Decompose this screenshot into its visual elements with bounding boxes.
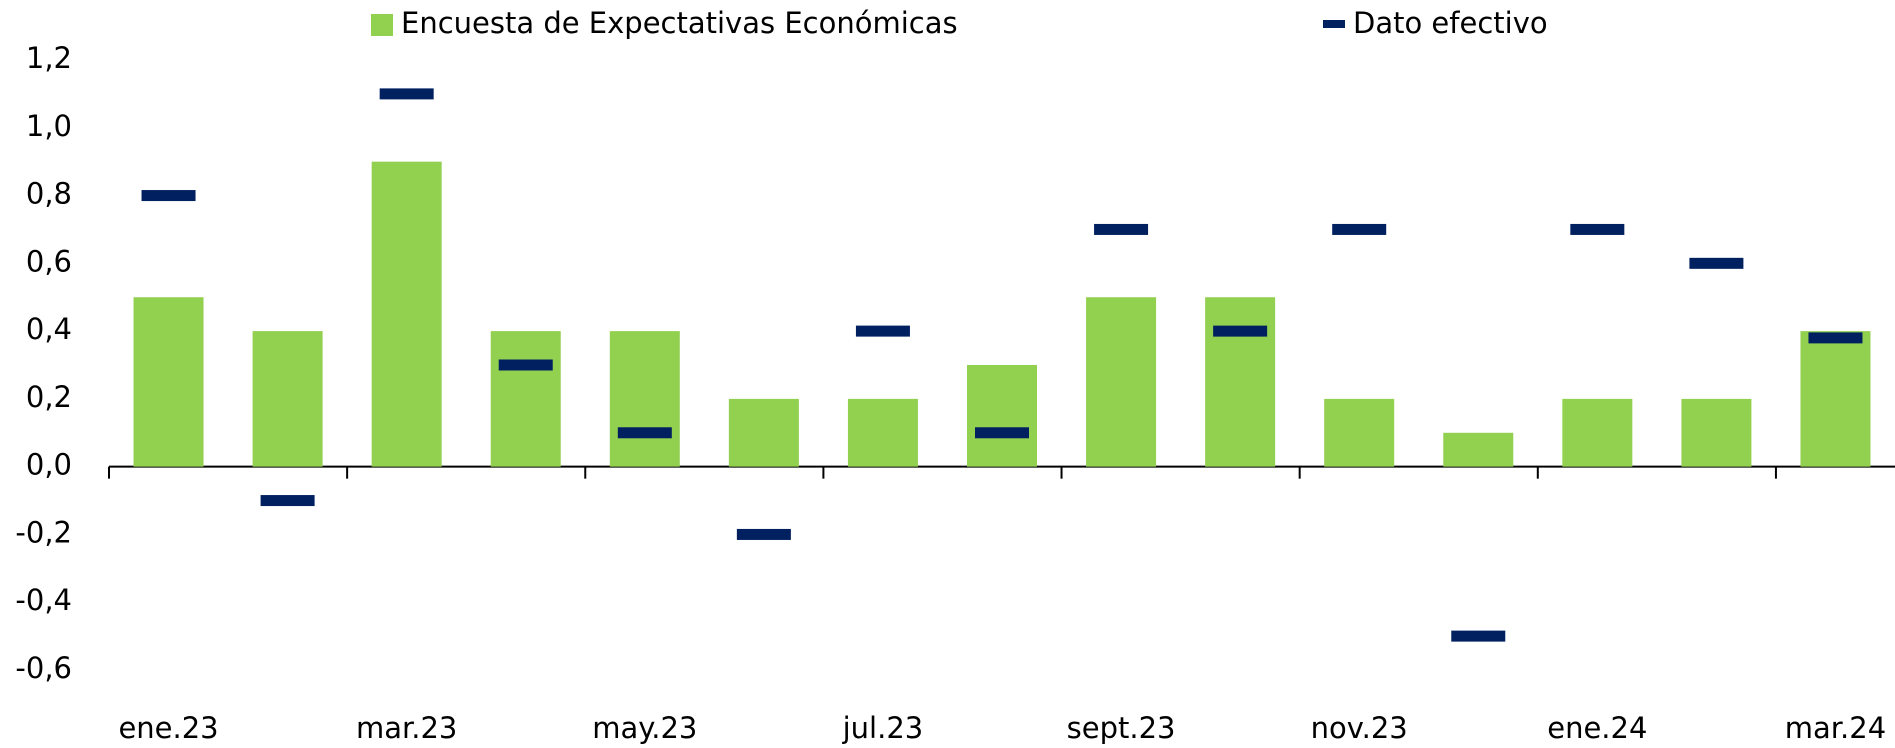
marker [617, 427, 672, 439]
y-tick-label: 0,2 [26, 380, 72, 414]
marker [855, 325, 910, 337]
y-tick-label: -0,6 [15, 651, 72, 685]
x-tick-label: may.23 [592, 711, 697, 745]
y-tick-label: -0,2 [15, 515, 72, 549]
legend-swatch [371, 14, 393, 36]
bar [1800, 331, 1871, 467]
bar [1443, 432, 1514, 467]
bar [609, 331, 680, 467]
marker [1808, 332, 1863, 344]
bar [133, 297, 204, 467]
x-tick-label: nov.23 [1311, 711, 1408, 745]
legend-label: Encuesta de Expectativas Económicas [401, 6, 958, 40]
x-tick-label: mar.24 [1785, 711, 1886, 745]
bar [1324, 398, 1395, 467]
marker [1451, 630, 1506, 642]
bar [371, 161, 442, 467]
marker [1213, 325, 1268, 337]
x-tick-label: jul.23 [842, 711, 924, 745]
bar [1681, 398, 1752, 467]
y-tick-label: 0,8 [26, 177, 72, 211]
bar [252, 331, 323, 467]
legend-swatch [1323, 20, 1345, 28]
y-tick-label: -0,4 [15, 583, 72, 617]
y-tick-label: 0,4 [26, 312, 72, 346]
bar [847, 398, 918, 467]
bar [1562, 398, 1633, 467]
y-tick-label: 1,2 [26, 41, 72, 75]
legend-label: Dato efectivo [1353, 6, 1548, 40]
marker [260, 495, 315, 507]
x-tick-label: ene.23 [118, 711, 218, 745]
marker [1094, 223, 1149, 235]
marker [141, 190, 196, 202]
marker [1689, 257, 1744, 269]
bar [728, 398, 799, 467]
x-tick-label: mar.23 [356, 711, 457, 745]
bar [1086, 297, 1157, 467]
bar [1205, 297, 1276, 467]
marker [379, 88, 434, 100]
marker [736, 528, 791, 540]
bar [490, 331, 561, 467]
marker [975, 427, 1029, 439]
y-tick-label: 1,0 [26, 109, 72, 143]
y-tick-label: 0,0 [26, 448, 72, 482]
marker [1332, 223, 1387, 235]
x-tick-label: sept.23 [1067, 711, 1176, 745]
x-tick-label: ene.24 [1547, 711, 1647, 745]
marker [1570, 223, 1625, 235]
bar [967, 365, 1037, 467]
marker [498, 359, 553, 371]
y-tick-label: 0,6 [26, 244, 72, 278]
